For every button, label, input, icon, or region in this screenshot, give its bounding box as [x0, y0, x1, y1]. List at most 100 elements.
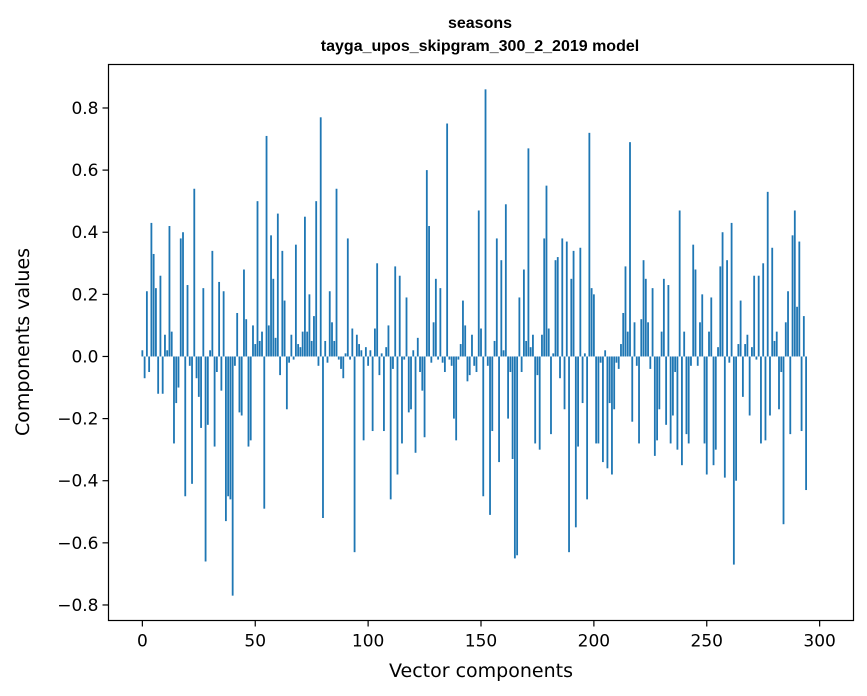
bar	[570, 278, 573, 357]
bar	[432, 322, 435, 357]
bar	[152, 253, 155, 357]
bar	[705, 356, 708, 475]
bar	[676, 356, 679, 450]
bar	[434, 278, 437, 357]
bar	[622, 312, 625, 357]
bar	[254, 344, 257, 357]
x-tick-label: 200	[578, 632, 610, 652]
bar	[477, 210, 480, 357]
bar	[624, 266, 627, 357]
bar	[385, 347, 388, 357]
bar	[141, 350, 144, 357]
bar	[592, 294, 595, 357]
bar	[746, 334, 749, 357]
bar	[258, 340, 261, 357]
bar	[651, 288, 654, 357]
bar	[218, 281, 221, 357]
bar	[229, 356, 232, 500]
bar	[640, 319, 643, 357]
bar	[346, 238, 349, 357]
bar	[480, 328, 482, 357]
bar	[577, 356, 579, 447]
bar	[615, 356, 618, 363]
bar	[177, 356, 180, 388]
bar	[238, 356, 241, 413]
bar	[683, 331, 686, 357]
bar	[342, 356, 345, 379]
bar	[662, 278, 665, 357]
bar	[473, 356, 476, 366]
bar	[299, 347, 302, 357]
bar	[620, 344, 622, 357]
bar	[285, 356, 288, 410]
bar	[626, 331, 629, 357]
x-tick-label: 300	[803, 632, 835, 652]
bar	[556, 257, 559, 357]
bar	[462, 300, 464, 357]
bar	[443, 356, 446, 373]
bar	[439, 288, 442, 357]
bar	[789, 356, 792, 435]
bar	[186, 285, 189, 357]
y-axis-ticks: −0.8 −0.6 −0.4 −0.2 0.0 0.2 0.4 0.6 0.8	[57, 99, 109, 616]
y-tick-label: −0.4	[57, 472, 98, 492]
bar	[703, 356, 706, 444]
bar	[495, 238, 498, 357]
bar	[173, 356, 175, 444]
bar	[331, 322, 333, 357]
bar	[617, 356, 620, 369]
bar	[674, 356, 677, 373]
bar	[344, 353, 347, 357]
bar	[428, 226, 430, 357]
bar	[297, 344, 300, 357]
bar	[446, 123, 449, 357]
bar	[292, 356, 295, 360]
bar	[143, 356, 146, 379]
bar	[376, 263, 379, 357]
bar	[778, 356, 780, 410]
bar	[730, 222, 733, 357]
bar	[157, 356, 160, 394]
bar	[328, 291, 331, 357]
bar	[197, 356, 200, 397]
bar	[741, 356, 744, 397]
bar	[784, 322, 787, 357]
bar	[579, 247, 582, 357]
bar	[261, 331, 263, 357]
bar	[419, 356, 421, 373]
bar	[371, 356, 374, 432]
bar	[200, 356, 202, 428]
bar	[633, 322, 636, 357]
bar	[638, 356, 640, 444]
y-tick-label: 0.4	[71, 223, 98, 243]
bar	[611, 356, 613, 475]
bar	[608, 356, 611, 404]
bar	[604, 350, 607, 357]
bar	[541, 334, 543, 357]
bar	[751, 347, 753, 357]
bar	[737, 344, 740, 357]
bar	[351, 328, 354, 357]
bar	[653, 356, 656, 456]
bar	[717, 347, 719, 357]
bar	[522, 269, 525, 357]
bar	[457, 356, 460, 360]
bar	[708, 331, 710, 357]
bar	[224, 356, 227, 522]
bar	[215, 356, 218, 373]
bar	[308, 294, 311, 357]
bar	[554, 260, 557, 357]
bar	[726, 260, 728, 357]
bar	[748, 356, 751, 416]
bar	[396, 356, 399, 475]
bar	[437, 356, 440, 360]
bar	[358, 344, 360, 357]
bar	[493, 340, 496, 357]
bar	[642, 260, 645, 357]
bar	[547, 328, 550, 357]
bar	[563, 356, 566, 410]
bar	[595, 356, 598, 444]
bar	[193, 188, 196, 357]
bar	[796, 306, 798, 357]
